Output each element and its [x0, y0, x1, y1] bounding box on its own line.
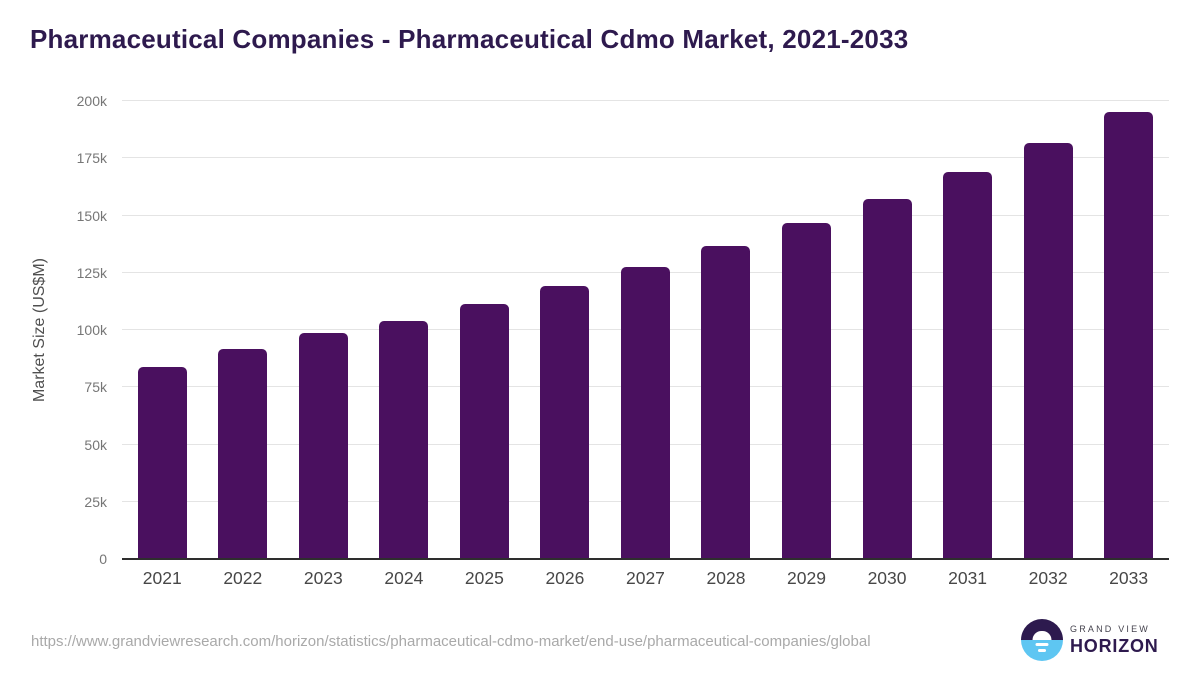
bar-2032[interactable] — [1023, 142, 1073, 559]
x-tick-label: 2025 — [464, 568, 504, 588]
y-tick-label: 100k — [76, 322, 107, 338]
bar-band — [847, 101, 928, 559]
x-axis-line — [122, 558, 1169, 560]
chart-title: Pharmaceutical Companies - Pharmaceutica… — [30, 24, 909, 54]
bar-2028[interactable] — [701, 245, 751, 559]
y-tick-label: 125k — [76, 264, 107, 281]
bar-band — [203, 101, 284, 559]
x-tick-label: 2026 — [545, 568, 585, 588]
bar-band — [283, 101, 364, 559]
y-tick-label: 25k — [84, 493, 107, 510]
logo-text-grand-view: GRAND VIEW — [1070, 623, 1151, 634]
y-tick-label: 200k — [76, 93, 107, 109]
y-axis-ticks: 0 25k 50k 75k 100k 125k 150k 175k 200k — [30, 93, 107, 567]
gridline — [122, 157, 1169, 159]
sun-reflection-bar — [1035, 642, 1049, 646]
sun-reflection-bar — [1038, 649, 1046, 652]
bars — [122, 101, 1169, 559]
bar-band — [444, 101, 525, 559]
x-tick-label: 2022 — [223, 568, 263, 588]
x-tick-label: 2027 — [625, 568, 665, 588]
x-tick-label: 2033 — [1109, 568, 1149, 588]
x-tick-label: 2021 — [142, 568, 182, 588]
bar-band — [927, 101, 1008, 559]
x-tick-label: 2024 — [384, 568, 424, 588]
x-tick-label: 2030 — [867, 568, 907, 588]
logo-text: GRAND VIEW HORIZON — [1070, 624, 1159, 657]
bar-band — [1008, 101, 1089, 559]
logo-text-horizon: HORIZON — [1070, 635, 1159, 656]
bar-band — [766, 101, 847, 559]
x-tick-label: 2032 — [1028, 568, 1068, 588]
bar-2022[interactable] — [218, 349, 268, 559]
y-tick-label: 175k — [76, 150, 107, 167]
bar-2025[interactable] — [459, 304, 509, 559]
x-tick-label: 2028 — [706, 568, 746, 588]
bar-2024[interactable] — [379, 320, 429, 559]
bar-2033[interactable] — [1104, 111, 1154, 559]
bar-2027[interactable] — [620, 267, 670, 559]
horizon-sun-icon — [1021, 619, 1063, 661]
bar-2026[interactable] — [540, 286, 590, 559]
bar-band — [122, 101, 203, 559]
bar-2029[interactable] — [782, 223, 832, 559]
source-url: https://www.grandviewresearch.com/horizo… — [31, 633, 871, 650]
grand-view-horizon-logo: GRAND VIEW HORIZON — [1021, 619, 1159, 661]
sun-dome-shape — [1032, 631, 1052, 640]
bar-band — [605, 101, 686, 559]
x-axis-labels: 2021 2022 2023 2024 2025 2026 2027 2028 2029 2030… — [122, 568, 1169, 589]
y-tick-label: 150k — [76, 207, 107, 224]
gridline — [122, 100, 1169, 101]
x-tick-label: 2031 — [948, 568, 988, 588]
bar-2021[interactable] — [137, 367, 187, 559]
bar-band — [364, 101, 445, 559]
plot-area — [122, 100, 1169, 560]
bar-2030[interactable] — [862, 199, 912, 559]
y-tick-label: 0 — [99, 551, 107, 567]
x-tick-label: 2023 — [303, 568, 343, 588]
bar-band — [1088, 101, 1169, 559]
bar-band — [686, 101, 767, 559]
bar-2023[interactable] — [298, 333, 348, 559]
bar-band — [525, 101, 606, 559]
y-tick-label: 50k — [84, 436, 107, 453]
y-tick-label: 75k — [84, 379, 107, 396]
x-tick-label: 2029 — [787, 568, 826, 588]
gridline — [122, 214, 1169, 216]
bar-2031[interactable] — [943, 172, 993, 559]
